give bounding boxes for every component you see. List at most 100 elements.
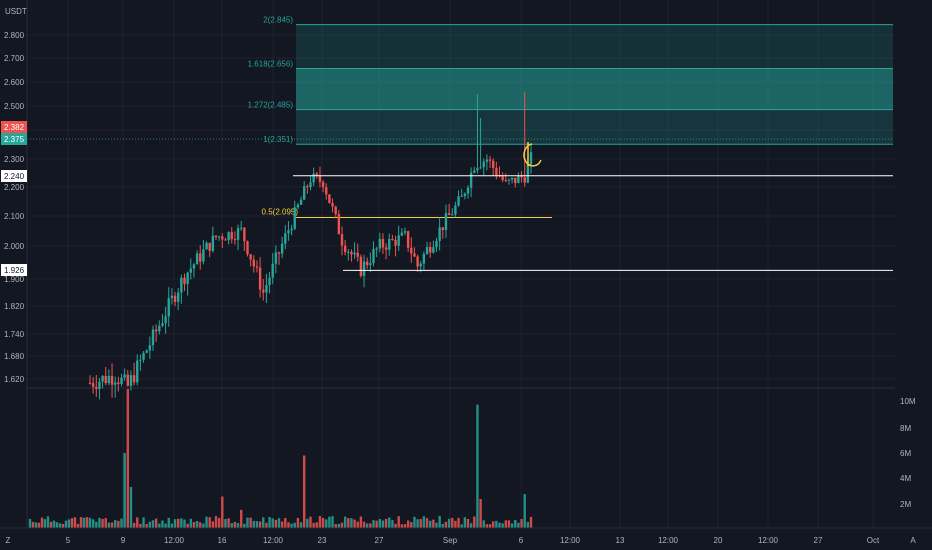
volume-series bbox=[28, 388, 533, 528]
volume-bar bbox=[454, 520, 457, 528]
volume-bar bbox=[64, 520, 68, 528]
volume-bar bbox=[202, 523, 205, 528]
volume-bar bbox=[334, 524, 337, 528]
candle-body bbox=[117, 382, 120, 384]
candle-body bbox=[514, 177, 517, 184]
volume-bar bbox=[309, 516, 312, 528]
candle-body bbox=[277, 252, 281, 254]
time-tick-label: 5 bbox=[66, 536, 71, 545]
volume-bar bbox=[469, 523, 473, 528]
horizontal-levels[interactable] bbox=[0, 138, 893, 271]
candle-body bbox=[495, 167, 498, 176]
volume-bar bbox=[28, 518, 32, 528]
volume-bar bbox=[526, 522, 530, 528]
volume-bar bbox=[318, 516, 322, 528]
candle-body bbox=[158, 325, 161, 332]
candle-body bbox=[517, 175, 520, 184]
candle-body bbox=[129, 375, 133, 386]
candle-body bbox=[299, 199, 303, 205]
candle-body bbox=[123, 374, 126, 378]
volume-bar bbox=[107, 522, 111, 528]
auto-scale-button: A bbox=[910, 536, 916, 545]
candle-body bbox=[432, 247, 435, 253]
volume-bar bbox=[447, 518, 451, 528]
candle-body bbox=[265, 285, 268, 293]
price-badge-red: 2.382 bbox=[4, 123, 25, 132]
candle-body bbox=[110, 375, 114, 385]
candle-body bbox=[454, 205, 457, 215]
volume-bar bbox=[359, 516, 363, 528]
volume-bar bbox=[186, 523, 189, 528]
volume-bar bbox=[49, 521, 53, 528]
time-tick-label: 27 bbox=[375, 536, 384, 545]
volume-bar bbox=[126, 388, 129, 528]
candle-body bbox=[438, 227, 441, 241]
candle-body bbox=[243, 227, 246, 242]
candle-body bbox=[526, 164, 530, 183]
candle-body bbox=[139, 359, 142, 361]
volume-bar bbox=[296, 517, 300, 528]
candle-body bbox=[195, 253, 199, 265]
candle-body bbox=[145, 350, 148, 353]
volume-bar bbox=[429, 520, 432, 528]
volume-bar bbox=[43, 519, 47, 528]
price-badge-green-bg bbox=[1, 133, 27, 145]
volume-bar bbox=[321, 518, 325, 528]
candle-body bbox=[488, 159, 492, 161]
volume-bar bbox=[356, 521, 359, 528]
candle-body bbox=[523, 177, 526, 183]
volume-bar bbox=[369, 523, 372, 528]
candle-body bbox=[469, 172, 473, 188]
volume-bar bbox=[340, 522, 344, 528]
candle-body bbox=[359, 256, 363, 276]
candle-body bbox=[183, 277, 186, 284]
candle-body bbox=[422, 253, 426, 264]
candle-body bbox=[208, 242, 211, 251]
candle-body bbox=[507, 179, 511, 181]
candle-body bbox=[413, 253, 416, 257]
candle-body bbox=[397, 235, 400, 246]
volume-bar bbox=[142, 517, 145, 528]
axis-unit-label: USDT bbox=[5, 7, 27, 16]
fib-label-1272: 1.272(2.485) bbox=[248, 101, 294, 110]
time-tick-label: 27 bbox=[814, 536, 823, 545]
volume-bar bbox=[136, 517, 139, 528]
volume-bar bbox=[299, 522, 303, 528]
time-tick-label: 6 bbox=[519, 536, 524, 545]
annotations[interactable] bbox=[523, 142, 542, 167]
volume-bar bbox=[394, 523, 397, 528]
volume-bar bbox=[507, 520, 511, 528]
candle-body bbox=[126, 374, 129, 386]
candle-body bbox=[375, 248, 378, 250]
candle-body bbox=[337, 214, 341, 235]
volume-bar bbox=[328, 516, 331, 528]
time-axis-bg bbox=[0, 528, 932, 550]
volume-bar bbox=[466, 518, 470, 528]
volume-bar bbox=[67, 519, 71, 528]
candle-body bbox=[186, 272, 189, 284]
candle-body bbox=[240, 227, 243, 229]
volume-bar bbox=[154, 518, 158, 528]
fib-extension-tool[interactable]: 2(2.845) 1.618(2.656) 1.272(2.485) 1(2.351)… bbox=[248, 16, 893, 218]
volume-bar bbox=[523, 494, 526, 528]
volume-bar bbox=[306, 518, 309, 528]
volume-bar bbox=[52, 520, 56, 528]
candle-body bbox=[315, 173, 318, 176]
volume-bar bbox=[217, 517, 221, 528]
volume-bar bbox=[104, 518, 107, 528]
candle-body bbox=[482, 161, 485, 168]
candle-body bbox=[416, 256, 419, 267]
candle-body bbox=[520, 175, 523, 178]
candle-body bbox=[154, 329, 158, 332]
volume-bar bbox=[265, 522, 268, 528]
candle-body bbox=[293, 207, 296, 229]
price-badge-red-bg bbox=[1, 121, 27, 133]
candle-body bbox=[350, 251, 353, 255]
volume-bar bbox=[158, 523, 161, 528]
volume-bar bbox=[510, 523, 514, 528]
volume-bar bbox=[117, 520, 120, 528]
candle-body bbox=[388, 238, 391, 250]
candle-body bbox=[369, 263, 372, 266]
volume-bar bbox=[444, 521, 448, 528]
